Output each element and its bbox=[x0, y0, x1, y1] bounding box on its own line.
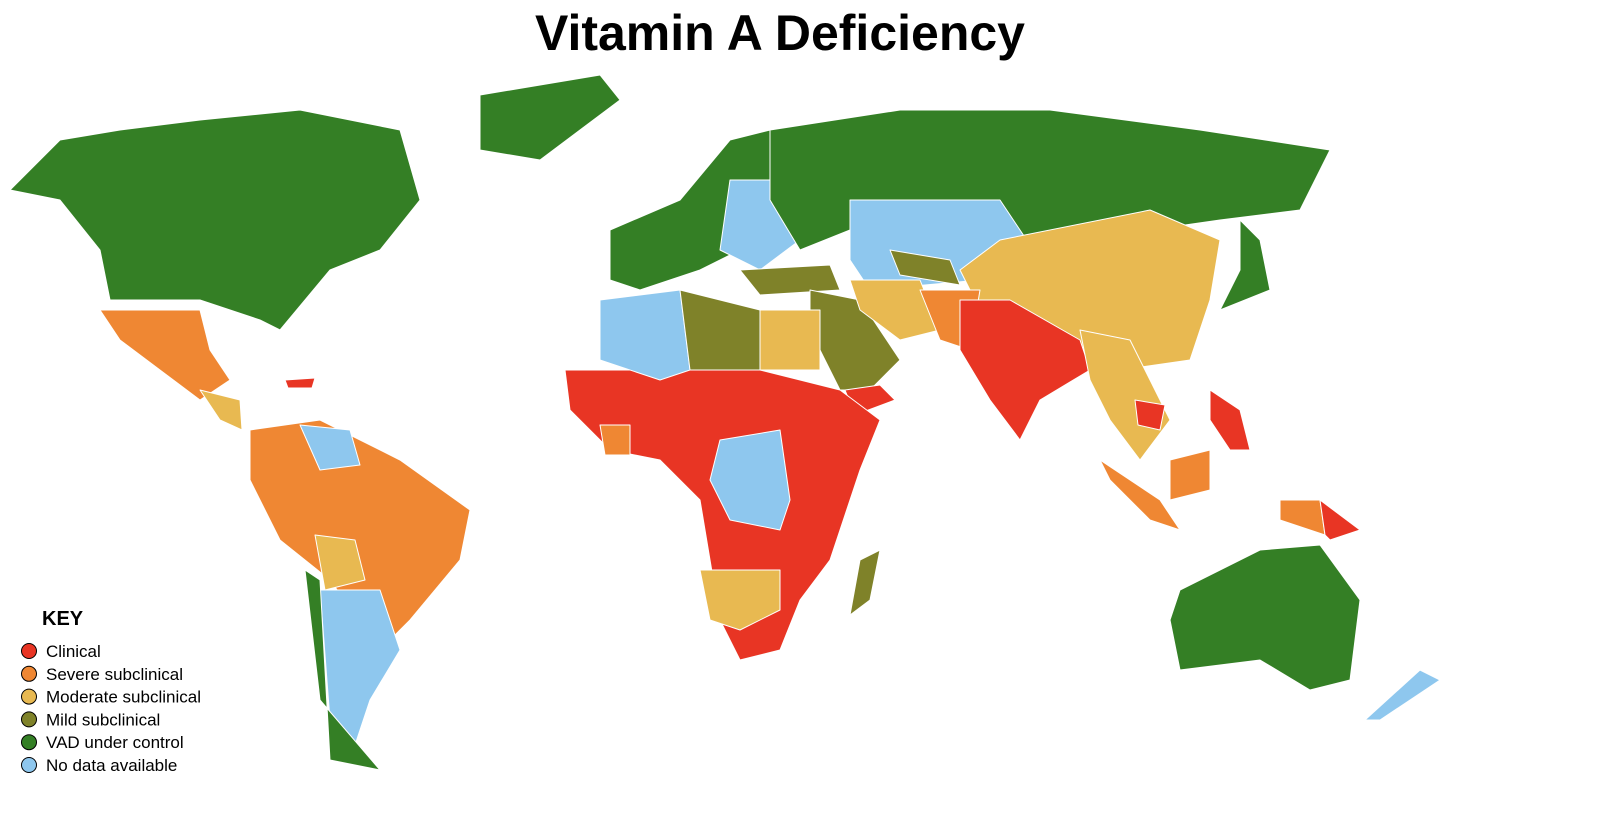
australia bbox=[1169, 544, 1361, 691]
bolivia bbox=[314, 534, 366, 591]
legend: KEY Clinical Severe subclinical Moderate s… bbox=[21, 608, 201, 775]
madagascar bbox=[849, 549, 881, 616]
world-map bbox=[9, 74, 1441, 771]
iran bbox=[849, 279, 941, 341]
india bbox=[959, 299, 1091, 441]
venezuela bbox=[299, 424, 361, 471]
central-america bbox=[199, 389, 243, 431]
legend-swatch bbox=[21, 643, 37, 659]
map-title: Vitamin A Deficiency bbox=[535, 5, 1025, 61]
legend-label: Mild subclinical bbox=[46, 710, 160, 729]
haiti bbox=[284, 377, 316, 389]
papua-new-guinea bbox=[1319, 499, 1361, 541]
legend-swatch bbox=[21, 688, 37, 705]
sumatra-java bbox=[1099, 459, 1181, 531]
south-america bbox=[249, 419, 471, 651]
new-zealand bbox=[1364, 669, 1441, 721]
legend-title: KEY bbox=[42, 608, 84, 630]
africa bbox=[564, 369, 881, 661]
legend-items: Clinical Severe subclinical Moderate subcl… bbox=[21, 642, 201, 775]
philippines bbox=[1209, 389, 1251, 451]
greenland bbox=[479, 74, 621, 161]
turkey bbox=[739, 264, 841, 296]
uzbekistan bbox=[889, 249, 961, 286]
cambodia bbox=[1134, 399, 1166, 431]
legend-swatch bbox=[21, 757, 37, 773]
legend-swatch bbox=[21, 711, 37, 728]
central-africa bbox=[709, 429, 791, 531]
papua bbox=[1279, 499, 1326, 536]
egypt bbox=[759, 309, 821, 371]
japan bbox=[1219, 219, 1271, 311]
legend-swatch bbox=[21, 665, 37, 682]
legend-label: No data available bbox=[46, 756, 177, 775]
legend-label: Clinical bbox=[46, 642, 101, 661]
legend-swatch bbox=[21, 734, 37, 751]
mexico bbox=[99, 309, 231, 401]
legend-label: Moderate subclinical bbox=[46, 688, 201, 707]
libya bbox=[679, 289, 761, 371]
borneo bbox=[1169, 449, 1211, 501]
legend-label: VAD under control bbox=[46, 733, 184, 752]
southern-africa bbox=[699, 569, 781, 631]
north-west-africa bbox=[599, 289, 691, 381]
legend-label: Severe subclinical bbox=[46, 665, 183, 684]
north-america bbox=[9, 109, 421, 331]
chile bbox=[304, 569, 381, 771]
ghana bbox=[599, 424, 631, 456]
